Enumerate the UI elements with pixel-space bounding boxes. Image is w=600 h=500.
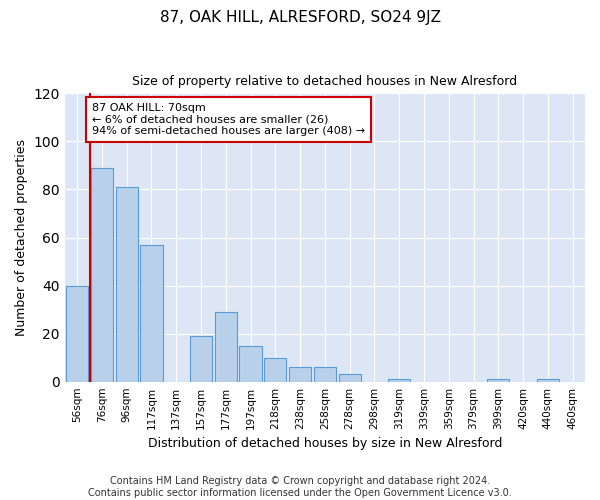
- Text: 87 OAK HILL: 70sqm
← 6% of detached houses are smaller (26)
94% of semi-detached: 87 OAK HILL: 70sqm ← 6% of detached hous…: [92, 103, 365, 136]
- Title: Size of property relative to detached houses in New Alresford: Size of property relative to detached ho…: [133, 75, 517, 88]
- Bar: [190, 336, 212, 382]
- Bar: [338, 374, 361, 382]
- X-axis label: Distribution of detached houses by size in New Alresford: Distribution of detached houses by size …: [148, 437, 502, 450]
- Bar: [388, 380, 410, 382]
- Bar: [215, 312, 237, 382]
- Bar: [264, 358, 286, 382]
- Bar: [116, 187, 138, 382]
- Text: Contains HM Land Registry data © Crown copyright and database right 2024.
Contai: Contains HM Land Registry data © Crown c…: [88, 476, 512, 498]
- Bar: [66, 286, 88, 382]
- Bar: [140, 244, 163, 382]
- Bar: [91, 168, 113, 382]
- Y-axis label: Number of detached properties: Number of detached properties: [15, 139, 28, 336]
- Bar: [314, 368, 336, 382]
- Text: 87, OAK HILL, ALRESFORD, SO24 9JZ: 87, OAK HILL, ALRESFORD, SO24 9JZ: [160, 10, 440, 25]
- Bar: [289, 368, 311, 382]
- Bar: [536, 380, 559, 382]
- Bar: [239, 346, 262, 382]
- Bar: [487, 380, 509, 382]
